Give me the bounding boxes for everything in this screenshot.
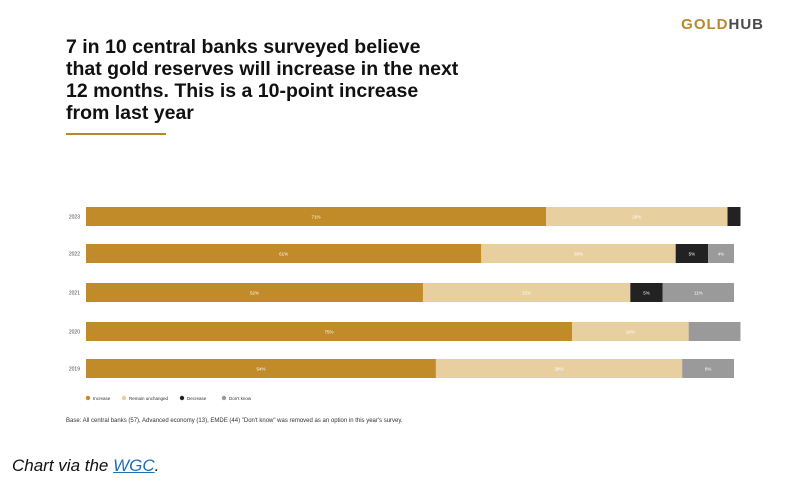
data-label: 61% — [279, 251, 288, 256]
stacked-bar-chart: 2023 71% 28% 2022 61% 30% 5% 4% 2021 52% 32% 5% 11% 2… — [69, 207, 741, 401]
data-label: 52% — [250, 290, 259, 295]
data-label: 75% — [324, 329, 333, 334]
data-label: 54% — [256, 366, 265, 371]
chart-title: 7 in 10 central banks surveyed believe t… — [66, 36, 526, 124]
legend-marker — [121, 395, 127, 401]
bar-segment — [435, 359, 683, 378]
data-label: 5% — [689, 251, 696, 256]
legend-label: Decrease — [187, 396, 207, 401]
y-tick-label: 2021 — [69, 291, 80, 297]
bar-segment — [727, 207, 741, 226]
bar-segment — [682, 359, 734, 378]
bar-segment — [572, 322, 689, 341]
bar-segment — [86, 359, 436, 378]
bar-segment — [86, 244, 482, 263]
y-tick-label: 2023 — [69, 215, 80, 221]
data-label: 11% — [694, 290, 703, 295]
data-label: 30% — [574, 251, 583, 256]
bar-segment — [546, 207, 728, 226]
title-line: that gold reserves will increase in the … — [66, 58, 459, 80]
data-label: 71% — [312, 214, 321, 219]
chart-slide: GOLDHUB 7 in 10 central banks surveyed b… — [66, 16, 764, 424]
data-label: 38% — [555, 366, 564, 371]
title-line: 12 months. This is a 10-point increase — [66, 80, 419, 102]
data-label: 4% — [718, 251, 725, 256]
legend-label: Increase — [93, 396, 111, 401]
title-underline — [66, 133, 166, 135]
bar-segment — [86, 322, 572, 341]
bar-segment — [481, 244, 676, 263]
legend-label: Don't know — [229, 396, 252, 401]
wgc-link[interactable]: WGC — [113, 456, 155, 475]
y-tick-label: 2020 — [69, 330, 80, 336]
title-line: 7 in 10 central banks surveyed believe — [66, 36, 421, 58]
legend-label: Remain unchanged — [129, 396, 169, 401]
title-line: from last year — [66, 102, 194, 124]
data-label: 5% — [643, 290, 650, 295]
data-label: 32% — [522, 290, 531, 295]
bar-segment — [422, 283, 631, 302]
data-label: 28% — [632, 214, 641, 219]
y-tick-label: 2019 — [69, 367, 80, 373]
chart-footnote: Base: All central banks (57), Advanced e… — [66, 418, 403, 424]
bar-segment — [86, 207, 547, 226]
legend-marker — [85, 395, 91, 401]
bar-segment — [675, 244, 709, 263]
bar-segment — [688, 322, 741, 341]
bar-segment — [630, 283, 663, 302]
legend-marker — [179, 395, 185, 401]
image-caption: Chart via the WGC. — [12, 456, 160, 475]
legend-marker — [221, 395, 227, 401]
data-label: 18% — [626, 329, 635, 334]
y-tick-label: 2022 — [69, 252, 80, 258]
bar-segment — [662, 283, 734, 302]
data-label: 8% — [705, 366, 712, 371]
bar-segment — [86, 283, 423, 302]
bar-segment — [708, 244, 734, 263]
goldhub-logo: GOLDHUB — [681, 16, 764, 33]
